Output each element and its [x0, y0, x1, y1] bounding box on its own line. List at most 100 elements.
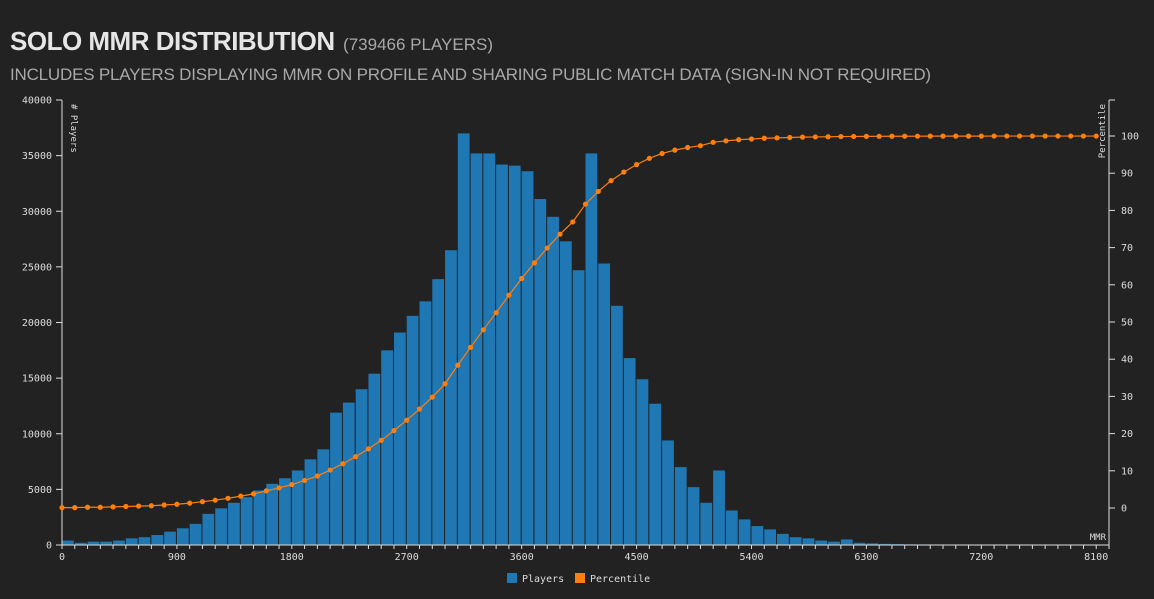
percentile-point[interactable] [72, 505, 78, 511]
players-bar[interactable] [432, 279, 445, 545]
percentile-point[interactable] [199, 499, 206, 505]
percentile-point[interactable] [174, 501, 180, 507]
players-bar[interactable] [815, 540, 828, 545]
percentile-point[interactable] [353, 454, 359, 460]
percentile-point[interactable] [1029, 133, 1035, 139]
players-bar[interactable] [100, 541, 113, 545]
players-bar[interactable] [521, 171, 534, 545]
players-bar[interactable] [585, 153, 598, 545]
percentile-point[interactable] [697, 143, 704, 149]
players-bar[interactable] [738, 519, 751, 545]
players-bar[interactable] [151, 534, 164, 545]
percentile-point[interactable] [685, 144, 691, 151]
players-bar[interactable] [87, 541, 100, 545]
percentile-point[interactable] [340, 461, 346, 467]
players-bar[interactable] [240, 497, 253, 545]
players-bar[interactable] [547, 216, 559, 545]
players-bar[interactable] [253, 490, 266, 545]
players-bar[interactable] [279, 478, 291, 545]
players-bar[interactable] [355, 389, 368, 545]
percentile-point[interactable] [225, 495, 231, 501]
percentile-point[interactable] [736, 137, 742, 143]
percentile-point[interactable] [914, 133, 921, 139]
percentile-point[interactable] [672, 147, 678, 153]
players-bar[interactable] [623, 358, 636, 545]
percentile-point[interactable] [646, 155, 652, 161]
players-bar[interactable] [496, 164, 508, 545]
percentile-point[interactable] [97, 504, 103, 510]
players-bar[interactable] [483, 153, 496, 545]
players-bar[interactable] [125, 538, 138, 545]
percentile-point[interactable] [991, 133, 997, 139]
players-bar[interactable] [406, 315, 419, 545]
players-bar[interactable] [138, 537, 151, 545]
percentile-point[interactable] [416, 406, 423, 412]
percentile-point[interactable] [1080, 133, 1087, 139]
players-bar[interactable] [700, 502, 713, 545]
players-bar[interactable] [789, 537, 802, 545]
percentile-point[interactable] [467, 344, 474, 350]
percentile-point[interactable] [774, 135, 780, 141]
percentile-point[interactable] [748, 136, 755, 142]
percentile-point[interactable] [391, 428, 397, 434]
percentile-point[interactable] [838, 133, 844, 140]
players-bar[interactable] [227, 502, 240, 545]
percentile-point[interactable] [455, 362, 461, 368]
players-bar[interactable] [470, 153, 483, 545]
percentile-point[interactable] [161, 502, 167, 508]
percentile-point[interactable] [1042, 133, 1048, 139]
percentile-point[interactable] [876, 133, 882, 139]
percentile-point[interactable] [851, 133, 857, 140]
players-bar[interactable] [725, 510, 738, 545]
players-bar[interactable] [713, 470, 725, 545]
percentile-point[interactable] [404, 417, 410, 423]
percentile-point[interactable] [429, 394, 435, 400]
percentile-point[interactable] [889, 133, 895, 139]
percentile-point[interactable] [978, 133, 984, 139]
players-bar[interactable] [674, 467, 687, 546]
percentile-point[interactable] [506, 292, 512, 298]
players-bar[interactable] [559, 241, 572, 546]
players-bar[interactable] [649, 403, 662, 545]
percentile-point[interactable] [940, 133, 946, 139]
percentile-point[interactable] [314, 473, 320, 479]
players-bar[interactable] [636, 379, 649, 545]
percentile-point[interactable] [710, 139, 716, 145]
percentile-point[interactable] [289, 481, 295, 488]
percentile-point[interactable] [263, 488, 269, 494]
players-bar[interactable] [534, 199, 547, 545]
players-bar[interactable] [866, 543, 879, 545]
percentile-point[interactable] [953, 133, 959, 139]
players-bar[interactable] [572, 270, 585, 545]
percentile-point[interactable] [787, 134, 793, 141]
percentile-point[interactable] [238, 493, 244, 499]
percentile-point[interactable] [659, 150, 665, 157]
players-bar[interactable] [215, 508, 227, 545]
percentile-point[interactable] [1068, 133, 1074, 139]
percentile-point[interactable] [1055, 133, 1061, 139]
percentile-point[interactable] [519, 275, 525, 282]
players-bar[interactable] [611, 305, 623, 545]
percentile-point[interactable] [608, 178, 614, 184]
players-bar[interactable] [113, 540, 125, 545]
percentile-point[interactable] [148, 503, 154, 509]
players-bar[interactable] [764, 529, 777, 545]
percentile-point[interactable] [1093, 133, 1099, 139]
percentile-point[interactable] [799, 134, 806, 140]
percentile-point[interactable] [302, 477, 308, 484]
percentile-point[interactable] [544, 245, 550, 251]
percentile-point[interactable] [1017, 133, 1023, 139]
players-bar[interactable] [330, 412, 342, 545]
percentile-point[interactable] [570, 219, 576, 225]
percentile-point[interactable] [123, 503, 129, 510]
players-bar[interactable] [202, 513, 215, 545]
percentile-point[interactable] [723, 138, 729, 144]
percentile-point[interactable] [212, 497, 218, 503]
percentile-point[interactable] [276, 485, 282, 491]
players-bar[interactable] [381, 350, 393, 545]
percentile-point[interactable] [480, 327, 486, 333]
percentile-point[interactable] [965, 133, 972, 139]
players-bar[interactable] [189, 523, 202, 545]
players-bar[interactable] [266, 483, 279, 545]
percentile-point[interactable] [187, 500, 193, 506]
